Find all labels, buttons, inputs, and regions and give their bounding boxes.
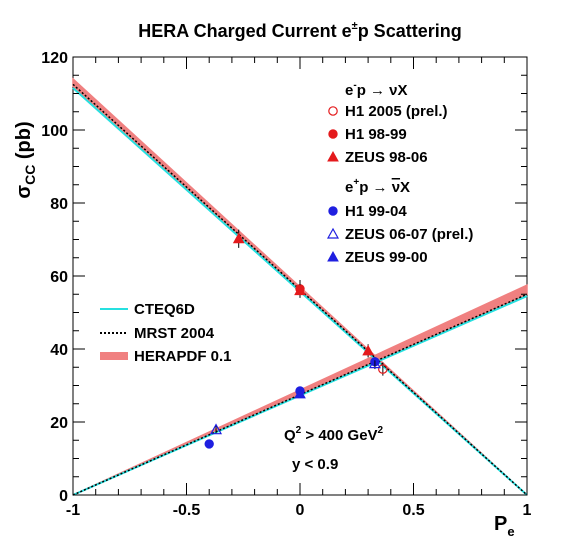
y-tick-label: 100	[41, 123, 68, 140]
x-axis-label: Pe	[494, 513, 515, 539]
electron-group-header: e-p → νX	[345, 80, 408, 99]
y-cut-annotation: y < 0.9	[292, 456, 338, 473]
legend-label-h1-98-99: H1 98-99	[345, 126, 407, 143]
legend-label-h1-99-04: H1 99-04	[345, 203, 407, 220]
data-point-series-2	[362, 344, 374, 356]
legend-label-zeus-99-00: ZEUS 99-00	[345, 249, 428, 266]
y-tick-label: 60	[50, 269, 68, 286]
legend-label-h1-2005: H1 2005 (prel.)	[345, 103, 448, 120]
y-axis-label: σCC (pb)	[13, 121, 38, 198]
legend-marker-series-3	[328, 206, 338, 216]
data-point-series-4	[209, 423, 223, 435]
legend-label-zeus-06-07: ZEUS 06-07 (prel.)	[345, 226, 473, 243]
data-point-series-5	[294, 387, 306, 399]
data-point-series-3	[204, 439, 214, 449]
x-tick-label: 1	[523, 502, 532, 519]
y-tick-label: 20	[50, 415, 68, 432]
legend-marker-series-5	[327, 250, 339, 262]
data-point-series-2	[232, 232, 245, 244]
data-point-series-0	[378, 364, 388, 374]
legend-marker-series-2	[327, 150, 339, 162]
data-points	[204, 229, 388, 449]
x-tick-label: -1	[66, 502, 80, 519]
legend-marker-series-4	[326, 227, 340, 239]
y-tick-label: 80	[50, 196, 68, 213]
chart-title: HERA Charged Current e±p Scattering	[138, 20, 461, 41]
data-point-series-4	[368, 357, 381, 369]
legend-markers	[326, 106, 340, 262]
legend-label-mrst2004: MRST 2004	[134, 325, 215, 342]
legend-label-herapdf: HERAPDF 0.1	[134, 348, 232, 365]
y-tick-label: 120	[41, 50, 68, 67]
legend-marker-series-1	[328, 129, 338, 139]
legend-marker-series-0	[328, 106, 338, 116]
positron-group-header: e+p → νX	[345, 177, 410, 196]
x-tick-label: 0.5	[402, 502, 424, 519]
axis-ticks: -1 -0.5 0 0.5 1 0 20 40 60 80 100 120	[41, 50, 531, 519]
y-tick-label: 0	[59, 488, 68, 505]
y-tick-label: 40	[50, 342, 68, 359]
q2-cut-annotation: Q2 > 400 GeV2	[284, 425, 384, 444]
legend-label-zeus-98-06: ZEUS 98-06	[345, 149, 428, 166]
x-tick-label: 0	[296, 502, 305, 519]
legend-label-cteq6d: CTEQ6D	[134, 301, 195, 318]
x-tick-label: -0.5	[173, 502, 201, 519]
data-point-series-2	[294, 284, 306, 296]
